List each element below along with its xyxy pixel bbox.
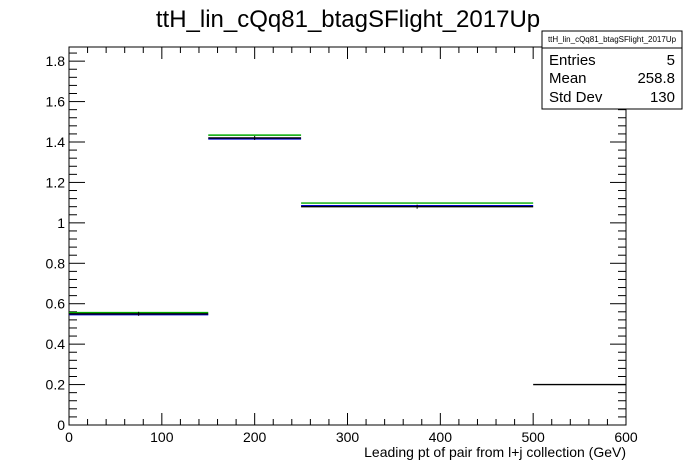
y-tick-label: 0.4 (46, 336, 66, 352)
stats-mean-label: Mean (549, 70, 587, 87)
y-tick-label: 1.2 (46, 174, 66, 190)
y-tick-label: 1.8 (46, 53, 66, 69)
x-tick-label: 400 (429, 429, 453, 445)
stats-box-frame (541, 30, 683, 110)
stats-mean-value: 258.8 (637, 70, 675, 87)
x-tick-label: 100 (150, 429, 174, 445)
y-tick-label: 1.4 (46, 134, 66, 150)
stats-box-title: ttH_lin_cQq81_btagSFlight_2017Up (548, 35, 677, 44)
y-tick-label: 0.2 (46, 377, 66, 393)
y-axis: 0 0.2 0.4 0.6 0.8 1 1.2 1.4 1.6 1.8 (46, 52, 626, 433)
series-layer (69, 134, 626, 386)
y-tick-label: 0.8 (46, 255, 66, 271)
y-tick-label: 1 (57, 215, 65, 231)
x-tick-label: 300 (336, 429, 360, 445)
stats-entries-label: Entries (549, 52, 596, 69)
x-tick-label: 600 (614, 429, 638, 445)
y-tick-label: 0.6 (46, 296, 66, 312)
stats-box: ttH_lin_cQq81_btagSFlight_2017Up Entries… (541, 30, 683, 110)
chart-title: ttH_lin_cQq81_btagSFlight_2017Up (156, 6, 540, 33)
x-tick-label: 200 (243, 429, 267, 445)
stats-entries-value: 5 (667, 52, 675, 69)
x-tick-label: 0 (65, 429, 73, 445)
x-tick-label: 500 (521, 429, 545, 445)
y-tick-label: 1.6 (46, 94, 66, 110)
stats-stddev-value: 130 (650, 89, 675, 106)
stats-stddev-label: Std Dev (549, 89, 603, 106)
x-axis-title: Leading pt of pair from l+j collection (… (364, 444, 626, 460)
y-tick-label: 0 (57, 417, 65, 433)
